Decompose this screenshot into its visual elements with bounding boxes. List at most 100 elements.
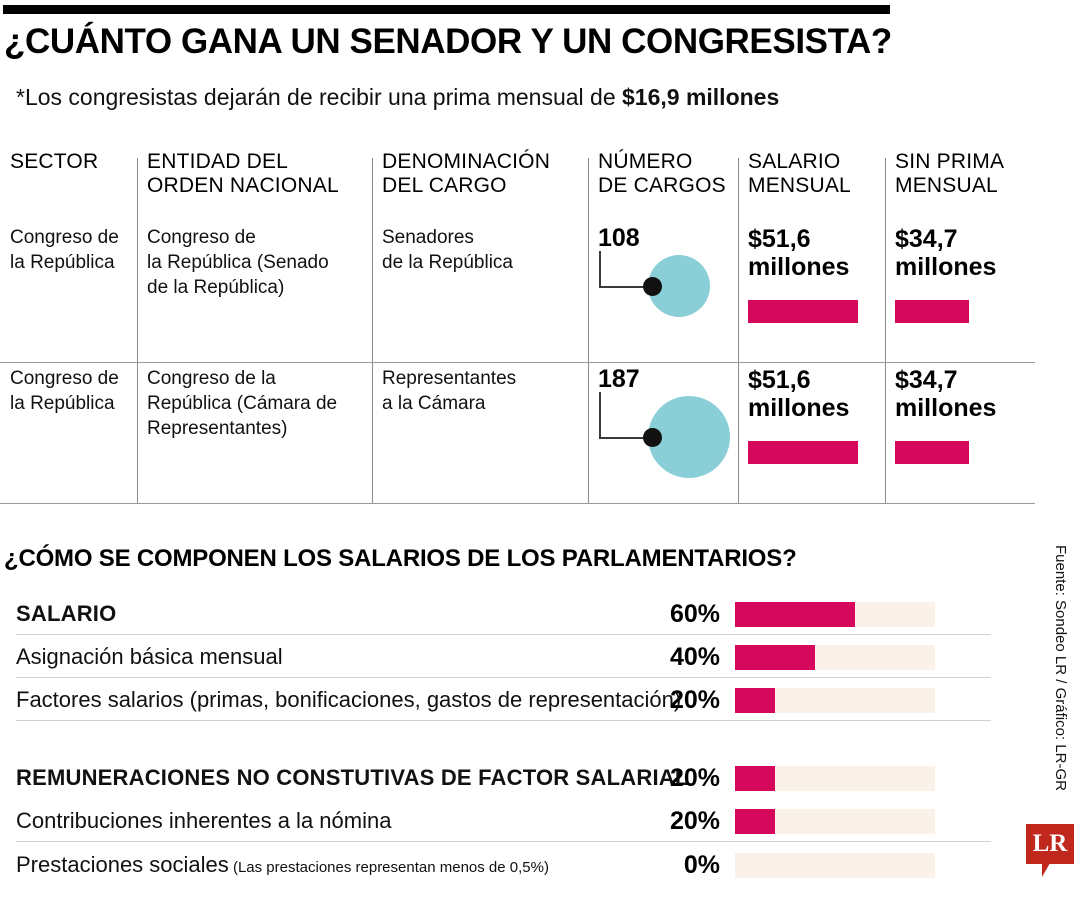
header-line: DE CARGOS [598,174,726,197]
composition-row: Contribuciones inherentes a la nómina 20% [0,801,1010,841]
column-header-salario: SALARIO MENSUAL [738,150,885,198]
column-header-numero: NÚMERO DE CARGOS [588,150,738,198]
cell-numero-cargos: 108 [598,224,640,252]
composition-row-label: Asignación básica mensual [16,644,283,669]
column-separator [372,158,373,503]
column-header-entidad: ENTIDAD DEL ORDEN NACIONAL [137,150,372,198]
salary-table: SECTOR ENTIDAD DEL ORDEN NACIONAL DENOMI… [0,150,1040,504]
header-line: DENOMINACIÓN [382,150,551,173]
sin-prima-line: $34,7 [895,366,958,394]
cell-line: la República (Senado [147,252,329,273]
column-header-sector: SECTOR [0,150,137,174]
page-subtitle: *Los congresistas dejarán de recibir una… [16,84,1016,111]
cell-line: Representantes) [147,418,288,439]
cell-cargo: Senadores de la República [372,225,588,275]
logo-tail-icon [1042,863,1058,877]
section-2-title: ¿CÓMO SE COMPONEN LOS SALARIOS DE LOS PA… [4,545,797,572]
logo-bubble-icon [1026,824,1074,864]
salario-value-bar [748,441,858,464]
row-divider [0,503,1035,504]
cell-line: Representantes [382,368,517,389]
salario-line: millones [748,253,850,281]
cell-sin-prima-mensual: $34,7 millones [885,366,1035,422]
cell-cargo: Representantes a la Cámara [372,366,588,416]
column-separator [885,158,886,503]
leader-line [599,251,647,289]
table-header-row: SECTOR ENTIDAD DEL ORDEN NACIONAL DENOMI… [0,150,1040,216]
composition-row-divider [16,720,991,721]
composition-row-fill [735,688,775,713]
cell-line: Congreso de [10,368,119,389]
cell-salario-mensual: $51,6 millones [738,225,885,281]
composition-row: Factores salarios (primas, bonificacione… [0,680,1010,720]
composition-row-fill [735,766,775,791]
cell-line: la República [10,393,115,414]
composition-row-track [735,688,935,713]
cell-sin-prima-mensual: $34,7 millones [885,225,1035,281]
composition-row-percent: 60% [669,600,720,628]
source-credit: Fuente: Sondeo LR / Gráfico: LR-GR [1052,545,1069,791]
header-line: MENSUAL [748,174,851,197]
header-line: DEL CARGO [382,174,507,197]
column-header-sin-prima: SIN PRIMA MENSUAL [885,150,1035,198]
cell-sector: Congreso de la República [0,366,137,416]
composition-row-fill [735,645,815,670]
logo-text: LR [1032,830,1068,857]
cell-line: Congreso de la [147,368,276,389]
composition-row-percent: 20% [669,764,720,792]
column-separator [137,158,138,503]
composition-row-divider [16,841,991,842]
composition-row-track [735,766,935,791]
sin-prima-line: $34,7 [895,225,958,253]
subtitle-text: *Los congresistas dejarán de recibir una… [16,84,622,110]
salario-value-bar [748,300,858,323]
composition-row-label: Contribuciones inherentes a la nómina [16,808,392,833]
cell-line: Senadores [382,227,474,248]
composition-row-track [735,809,935,834]
sin-prima-line: millones [895,394,997,422]
leader-dot [643,428,662,447]
composition-row-percent: 20% [669,807,720,835]
leader-line [599,392,647,439]
cell-line: a la Cámara [382,393,486,414]
cell-sector: Congreso de la República [0,225,137,275]
column-header-denominacion: DENOMINACIÓN DEL CARGO [372,150,588,198]
composition-row-fill [735,809,775,834]
sin-prima-value-bar [895,300,969,323]
salario-line: $51,6 [748,366,811,394]
header-line: SIN PRIMA [895,150,1005,173]
leader-dot [643,277,662,297]
page-title: ¿CUÁNTO GANA UN SENADOR Y UN CONGRESISTA… [4,22,892,61]
composition-row-label: Prestaciones sociales (Las prestaciones … [16,852,549,877]
composition-row: REMUNERACIONES NO CONSTUTIVAS DE FACTOR … [0,758,1010,798]
composition-row: Prestaciones sociales (Las prestaciones … [0,845,1010,885]
composition-row-divider [16,677,991,678]
cell-line: la República [10,252,115,273]
composition-row-divider [16,634,991,635]
composition-row-label: SALARIO [16,601,117,626]
sin-prima-value-bar [895,441,969,464]
sin-prima-line: millones [895,253,997,281]
composition-row: SALARIO 60% [0,594,1010,634]
cell-entidad: Congreso de la República (Senado de la Rep… [137,225,372,300]
column-separator [738,158,739,503]
composition-row-track [735,645,935,670]
composition-row-note: (Las prestaciones representan menos de 0… [228,859,549,876]
header-line: SALARIO [748,150,841,173]
cell-salario-mensual: $51,6 millones [738,366,885,422]
salario-line: millones [748,394,850,422]
header-line: MENSUAL [895,174,998,197]
row-divider [0,362,1035,363]
composition-row-percent: 40% [669,643,720,671]
cell-line: de la República [382,252,513,273]
subtitle-highlight: $16,9 millones [622,84,780,110]
lr-logo[interactable]: LR [1026,824,1074,877]
composition-row-fill [735,602,855,627]
header-line: SECTOR [10,150,99,173]
composition-row: Asignación básica mensual 40% [0,637,1010,677]
composition-row-percent: 0% [683,851,720,879]
cell-line: de la República) [147,277,285,298]
composition-row-label: REMUNERACIONES NO CONSTUTIVAS DE FACTOR … [16,765,689,790]
cell-line: Congreso de [147,227,256,248]
